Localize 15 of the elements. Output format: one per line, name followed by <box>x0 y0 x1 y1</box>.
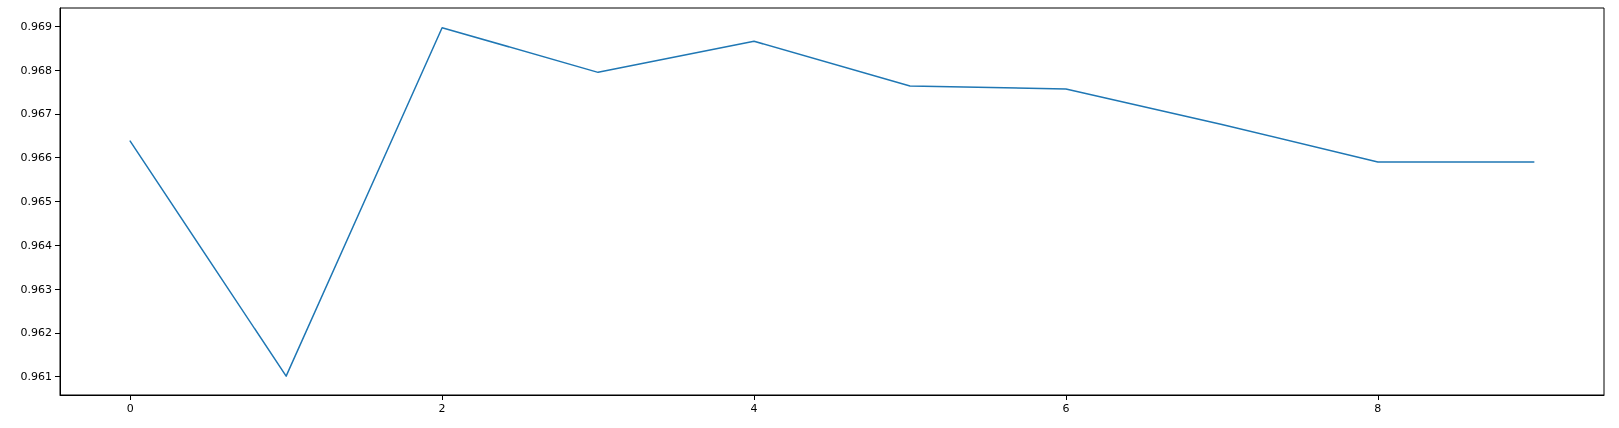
y-tick-label: 0.962 <box>20 326 52 340</box>
y-tick-label: 0.964 <box>20 238 52 252</box>
y-tick-label: 0.969 <box>20 19 52 33</box>
y-tick-label: 0.967 <box>20 107 52 121</box>
x-tick-label: 0 <box>126 402 134 415</box>
x-tick-label: 2 <box>438 402 446 415</box>
y-tick-label: 0.963 <box>20 282 52 296</box>
y-tick-label: 0.968 <box>20 63 52 77</box>
x-tick-label: 4 <box>750 402 758 415</box>
y-tick-label: 0.966 <box>20 151 52 165</box>
y-tick-label: 0.961 <box>20 370 52 384</box>
line-series <box>129 26 1535 377</box>
y-tick-label: 0.965 <box>20 195 52 208</box>
x-tick-label: 6 <box>1062 402 1070 415</box>
x-tick-label: 8 <box>1374 402 1382 415</box>
